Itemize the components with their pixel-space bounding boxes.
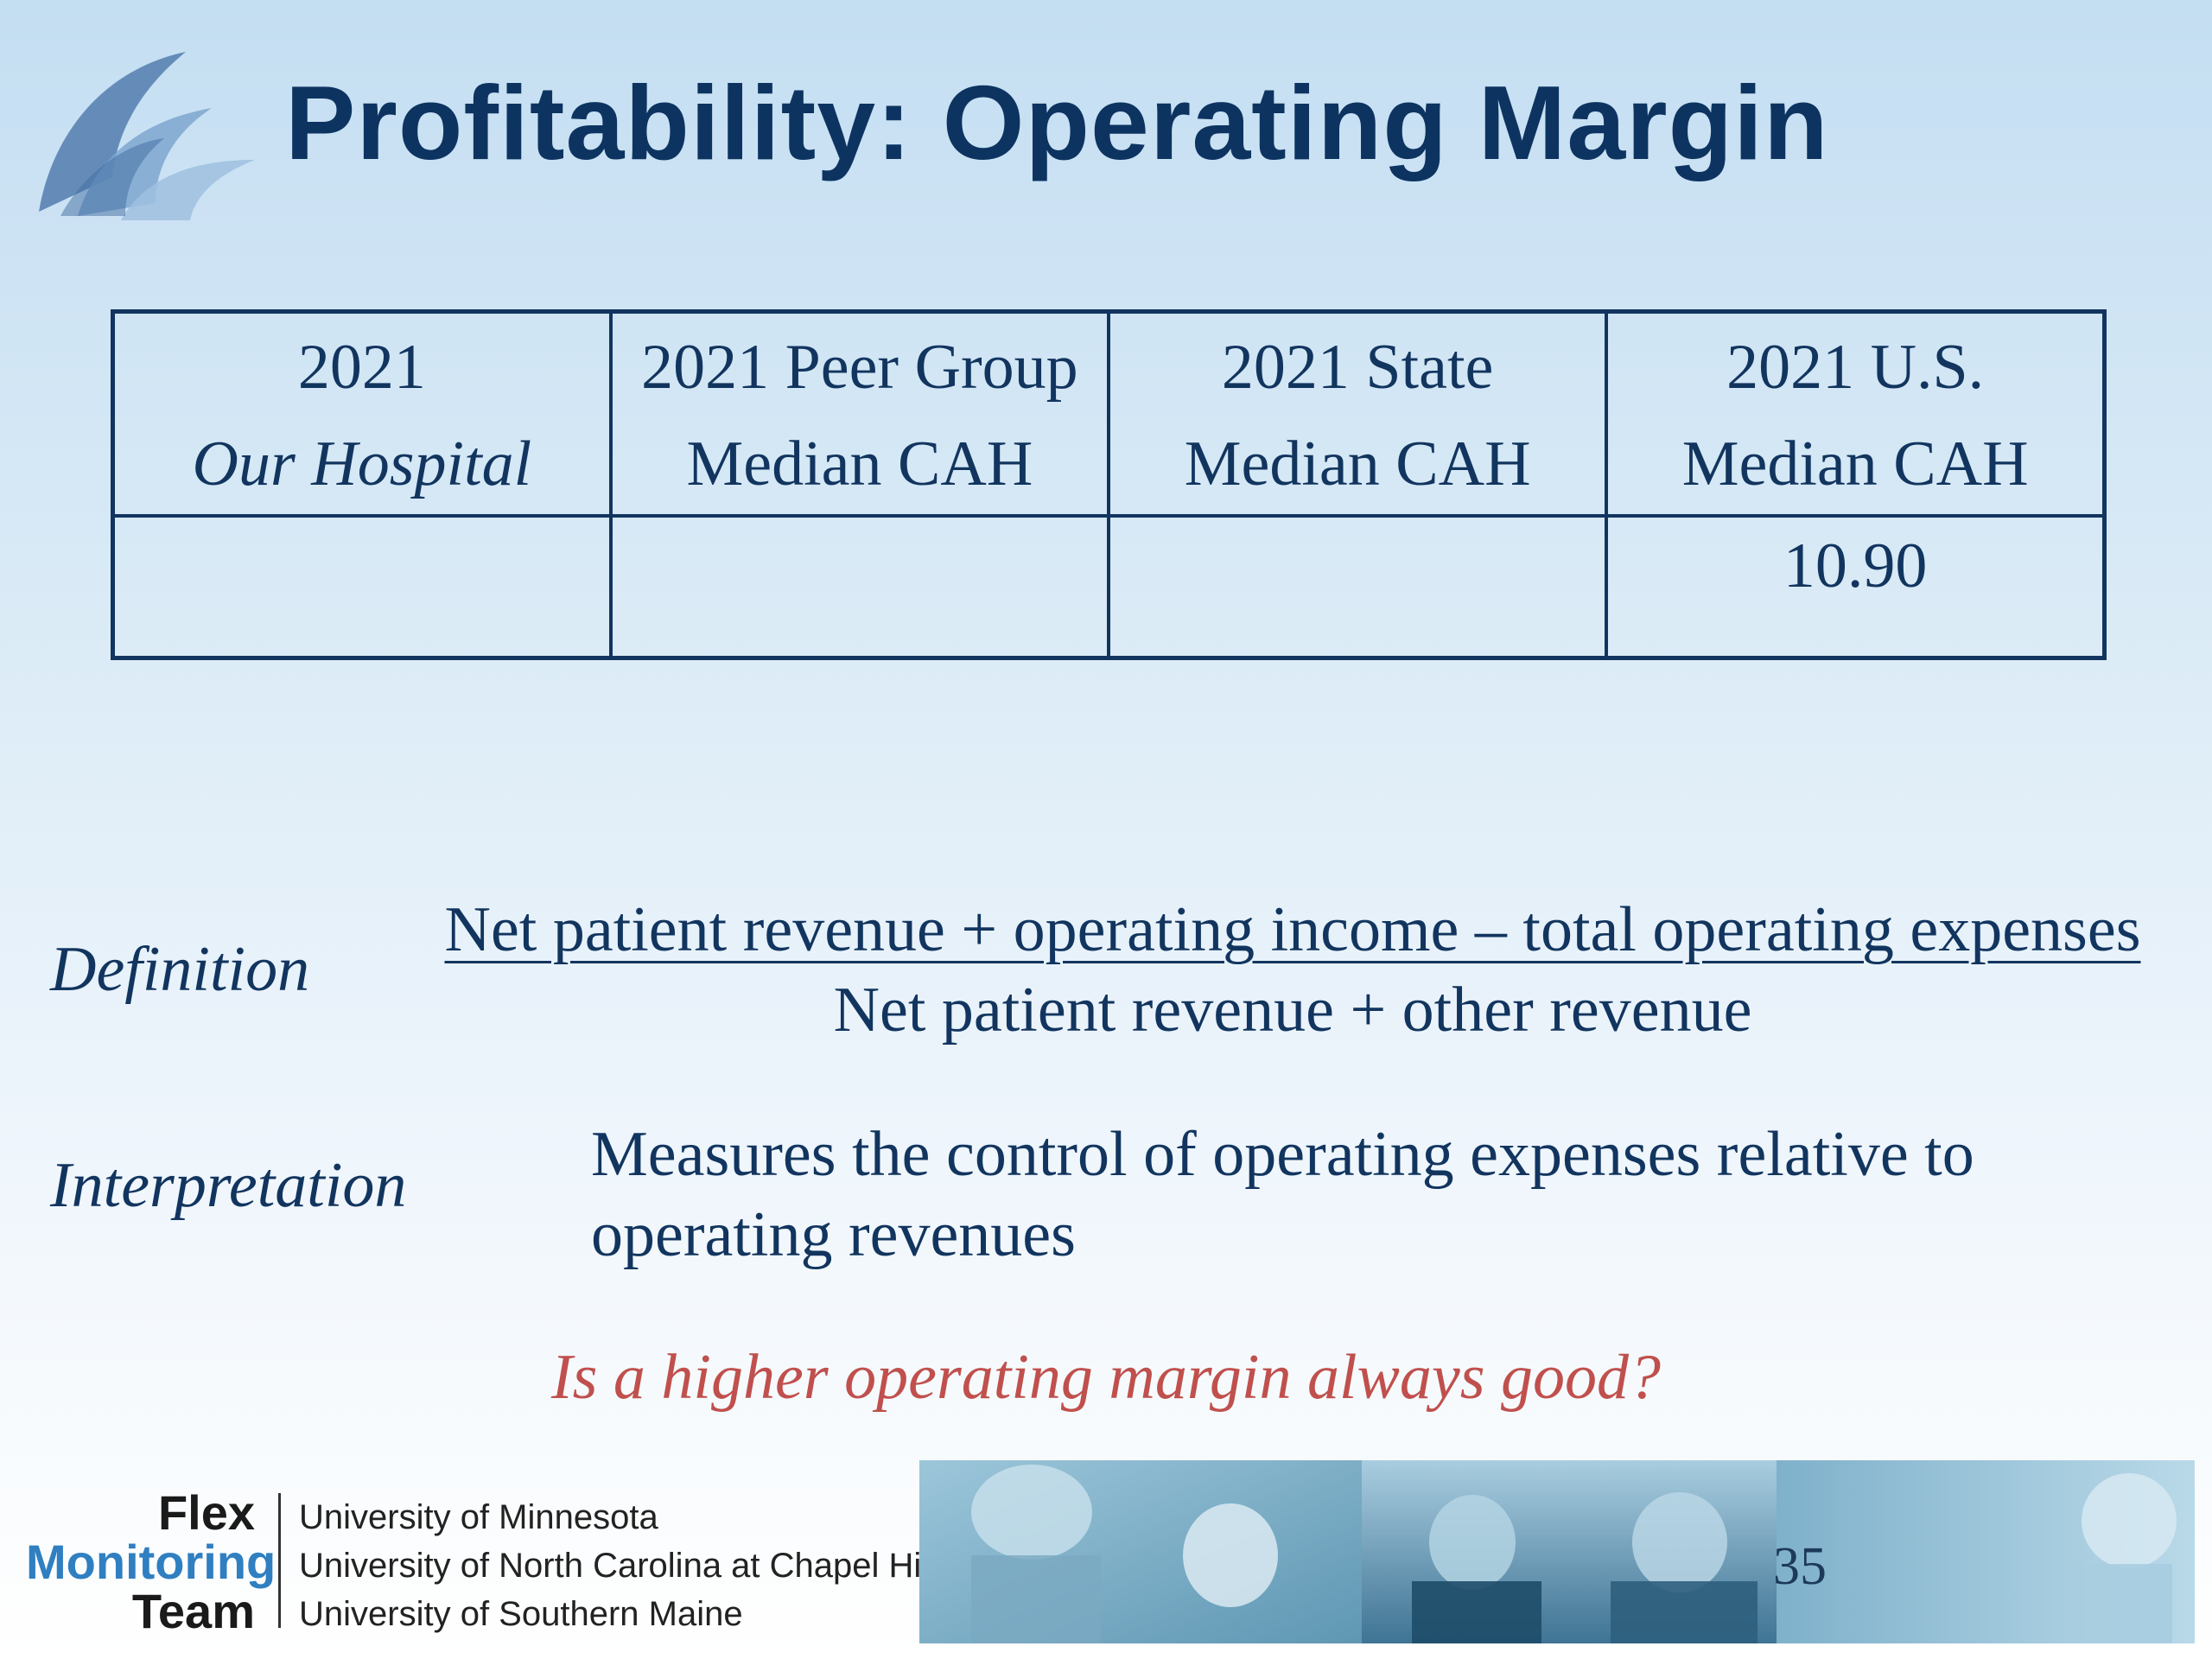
org-line: Flex [157,1485,255,1540]
definition-label: Definition [50,934,310,1005]
header-line: 2021 U.S. [1726,332,1985,403]
value-our-hospital [111,514,613,660]
formula-denominator: Net patient revenue + other revenue [833,975,1752,1046]
university-list: University of Minnesota University of No… [299,1493,937,1638]
header-line: Median CAH [1184,429,1531,499]
university-item: University of Southern Maine [299,1595,743,1633]
slide-title: Profitability: Operating Margin [285,64,1829,181]
wave-logo-icon [39,52,255,220]
benchmark-table: 2021 Our Hospital 2021 Peer Group Median… [111,309,2107,660]
formula-numerator: Net patient revenue + operating income –… [444,894,2141,965]
interpretation-label: Interpretation [50,1150,407,1221]
footer-divider [278,1493,281,1628]
header-line: Median CAH [1681,429,2029,499]
header-line: 2021 Peer Group [641,332,1078,403]
header-our-hospital: 2021 Our Hospital [111,309,613,518]
header-line: Our Hospital [192,429,532,499]
value-peer-group [608,514,1111,660]
flex-monitoring-team-logo: Flex Monitoring Team [26,1485,276,1638]
org-line: Monitoring [26,1535,276,1589]
table-header-row: 2021 Our Hospital 2021 Peer Group Median… [111,309,2107,518]
university-item: University of Minnesota [299,1498,658,1536]
header-us: 2021 U.S. Median CAH [1605,309,2107,518]
value-state [1106,514,1609,660]
org-line: Team [131,1584,255,1638]
header-line: Median CAH [686,429,1033,499]
page-number: 35 [1773,1537,1827,1596]
discussion-question: Is a higher operating margin always good… [550,1342,1661,1413]
table-value-row: 10.90 [111,514,2107,660]
header-line: 2021 State [1221,332,1494,403]
footer-photo-strip [919,1460,2195,1643]
interpretation-text: Measures the control of operating expens… [591,1119,1974,1270]
value-us: 10.90 [1605,514,2107,660]
header-line: 2021 [297,332,426,403]
university-item: University of North Carolina at Chapel H… [299,1547,938,1585]
header-state: 2021 State Median CAH [1106,309,1609,518]
header-peer-group: 2021 Peer Group Median CAH [608,309,1111,518]
